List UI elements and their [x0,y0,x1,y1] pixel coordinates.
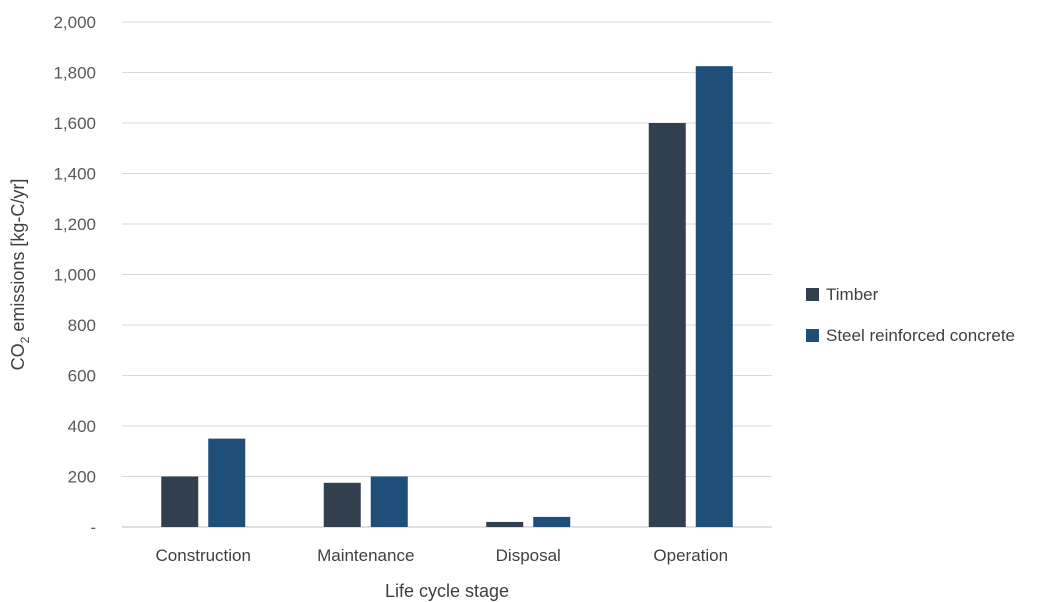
y-tick-label: 1,000 [53,266,96,285]
y-tick-label: 2,000 [53,13,96,32]
y-axis-ticks: - 200 400 600 800 1,000 1,200 1,400 1,600 1,800 2,… [53,13,96,537]
y-axis-title-prefix: CO [8,343,28,370]
legend: Timber Steel reinforced concrete [806,285,1015,345]
y-tick-label: 1,200 [53,215,96,234]
bar-steel-reinforced-concrete-maintenance [370,476,408,527]
y-tick-label: 1,600 [53,114,96,133]
legend-swatch [806,288,819,301]
y-tick-label: 400 [68,417,96,436]
legend-label: Steel reinforced concrete [826,326,1015,345]
x-category-label: Disposal [496,546,561,565]
x-category-label: Maintenance [317,546,414,565]
y-axis-title: CO2 emissions [kg-C/yr] [8,179,32,371]
x-axis-title: Life cycle stage [385,581,509,601]
x-axis-categories: Construction Maintenance Disposal Operation [156,546,729,565]
legend-swatch [806,329,819,342]
y-tick-label: 600 [68,367,96,386]
legend-label: Timber [826,285,879,304]
bar-steel-reinforced-concrete-operation [695,66,733,527]
x-category-label: Construction [156,546,251,565]
y-axis-title-suffix: emissions [kg-C/yr] [8,179,28,337]
y-tick-label: - [90,518,96,537]
y-tick-label: 1,800 [53,64,96,83]
y-axis-title-subscript: 2 [18,336,32,343]
bar-steel-reinforced-concrete-construction [208,438,246,527]
bar-steel-reinforced-concrete-disposal [533,516,571,527]
bar-timber-maintenance [323,482,361,527]
bar-timber-disposal [486,521,524,527]
y-tick-label: 800 [68,316,96,335]
y-tick-label: 1,400 [53,165,96,184]
bar-timber-construction [161,476,199,527]
y-tick-label: 200 [68,468,96,487]
bars [161,66,733,527]
bar-timber-operation [648,123,686,527]
x-category-label: Operation [653,546,728,565]
